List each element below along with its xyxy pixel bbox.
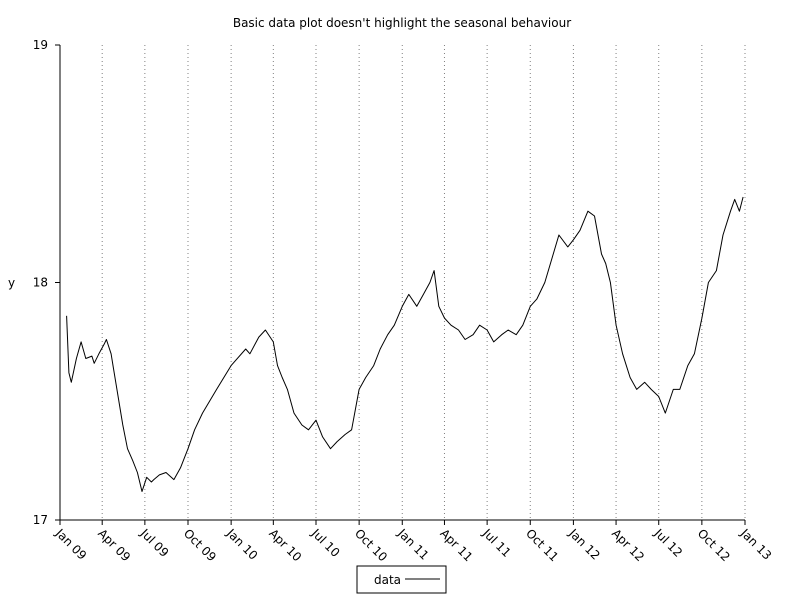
x-tick-label: Jan 09 [52,526,89,563]
x-tick-label: Jul 12 [651,526,685,560]
x-tick-label: Jan 10 [223,526,260,563]
x-ticks: Jan 09 Apr 09 Jul 09 Oct 09 Jan 10 Apr 10 Jul … [52,520,774,564]
chart-title: Basic data plot doesn't highlight the se… [233,16,571,30]
y-axis-label: y [8,276,15,290]
y-ticks: 17 18 19 [33,38,60,527]
series-group [66,196,744,492]
x-tick-label: Oct 12 [695,526,733,564]
x-tick-label: Oct 09 [181,526,219,564]
x-tick-label: Jul 09 [137,526,171,560]
x-tick-label: Jul 10 [308,526,342,560]
y-tick-label: 19 [33,38,48,52]
x-tick-label: Jul 11 [479,526,513,560]
x-tick-label: Apr 12 [609,526,647,564]
x-tick-label: Oct 10 [352,526,390,564]
x-tick-label: Jan 12 [566,526,603,563]
y-tick-label: 18 [33,276,48,290]
series-line-data [66,196,744,492]
x-tick-label: Apr 10 [266,526,304,564]
x-tick-label: Apr 09 [95,526,133,564]
legend-label: data [374,573,401,587]
y-tick-label: 17 [33,513,48,527]
x-tick-label: Jan 13 [737,526,774,563]
x-tick-label: Jan 11 [394,526,431,563]
grid-lines [101,45,746,520]
x-tick-label: Apr 11 [437,526,475,564]
legend: data [356,565,447,594]
x-tick-label: Oct 11 [523,526,561,564]
axes [59,45,745,521]
